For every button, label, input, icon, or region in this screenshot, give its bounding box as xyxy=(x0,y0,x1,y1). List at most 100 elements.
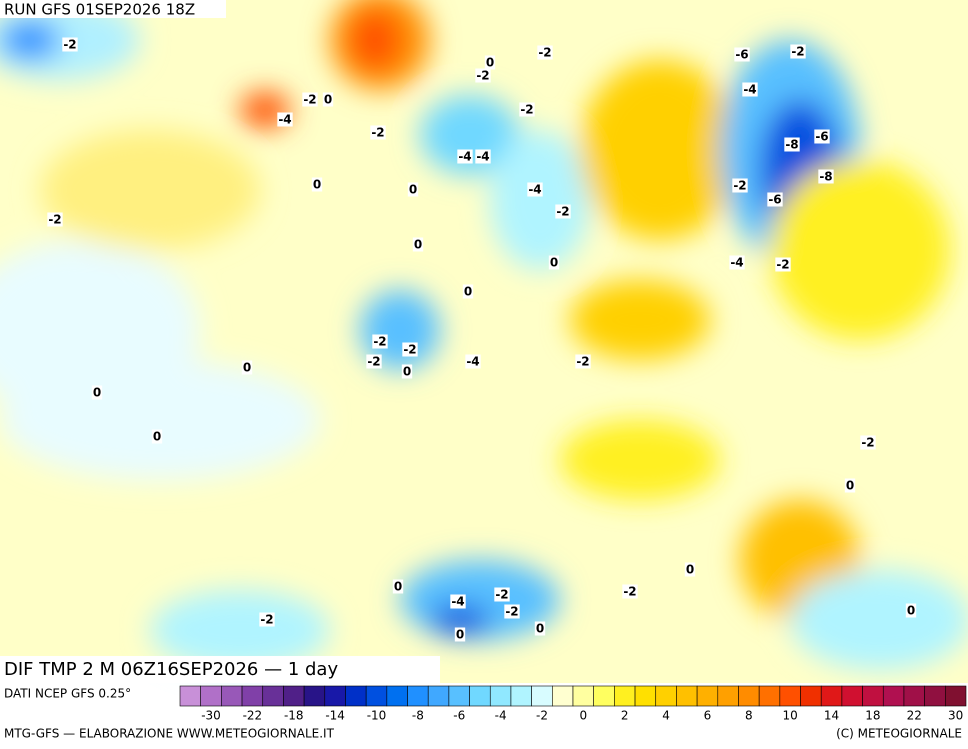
colorbar-tick-label: 22 xyxy=(907,709,922,723)
contour-label: -8 xyxy=(819,170,832,184)
source-label: DATI NCEP GFS 0.25° xyxy=(4,687,131,701)
color-swatch xyxy=(283,685,305,707)
contour-label: 0 xyxy=(550,256,558,270)
contour-label-bg xyxy=(475,68,491,83)
contour-label-bg xyxy=(734,47,750,62)
contour-label-bg xyxy=(527,182,543,197)
contour-label: -2 xyxy=(367,355,380,369)
contour-label: 0 xyxy=(846,479,854,493)
title-box xyxy=(0,656,440,683)
contour-label-bg xyxy=(462,284,474,299)
contour-label-bg xyxy=(775,257,791,272)
color-swatch xyxy=(634,685,657,707)
map-title: DIF TMP 2 M 06Z16SEP2026 — 1 day xyxy=(4,659,338,680)
contour-label: 0 xyxy=(394,580,402,594)
contour-label-bg xyxy=(401,364,413,379)
contour-label: -2 xyxy=(403,343,416,357)
color-swatch xyxy=(820,685,843,707)
contour-label: -4 xyxy=(528,183,541,197)
contour-label: -4 xyxy=(730,256,743,270)
contour-label: -2 xyxy=(576,355,589,369)
contour-label-bg xyxy=(484,55,496,70)
contour-label-bg xyxy=(519,102,535,117)
contour-label-bg xyxy=(454,627,466,642)
contour-label-bg xyxy=(622,584,638,599)
contour-label-bg xyxy=(277,112,293,127)
contour-label: 0 xyxy=(243,361,251,375)
color-swatch xyxy=(924,685,946,707)
contour-label-bg xyxy=(402,342,418,357)
colorbar-tick-label: -2 xyxy=(536,709,548,723)
color-swatch xyxy=(448,685,470,707)
contour-label-bg xyxy=(322,92,334,107)
color-swatch xyxy=(655,685,677,707)
color-swatch xyxy=(572,685,594,707)
color-swatch xyxy=(800,685,822,707)
contour-label: -2 xyxy=(556,205,569,219)
color-swatch xyxy=(345,685,367,707)
color-swatch xyxy=(386,685,408,707)
contour-label-bg xyxy=(457,149,473,164)
contour-label-bg xyxy=(729,255,745,270)
color-swatch xyxy=(779,685,801,707)
contour-label-bg xyxy=(311,177,323,192)
contour-label: 0 xyxy=(313,178,321,192)
contour-label: -2 xyxy=(495,588,508,602)
color-swatch xyxy=(882,685,905,707)
colorbar-tick-label: -22 xyxy=(243,709,263,723)
contour-label: -6 xyxy=(815,130,828,144)
colorbar-tick-label: -18 xyxy=(284,709,304,723)
contour-label: -2 xyxy=(538,46,551,60)
contour-label: -4 xyxy=(743,83,756,97)
contour-label: -6 xyxy=(735,48,748,62)
color-swatch xyxy=(676,685,698,707)
color-swatch xyxy=(510,685,532,707)
contour-label-bg xyxy=(366,354,382,369)
contour-label: 0 xyxy=(907,604,915,618)
contour-labels: -2-2-20-4-2-4 -4-2-20-6 -2-4-8-8-6-2-6-4 -2… xyxy=(47,37,917,642)
contour-label-bg xyxy=(742,82,758,97)
color-swatch xyxy=(324,685,346,707)
color-swatch xyxy=(862,685,884,707)
contour-label: -2 xyxy=(623,585,636,599)
contour-label-bg xyxy=(537,45,553,60)
color-swatch xyxy=(427,685,450,707)
map: RUN GFS 01SEP2026 18Z DIF TMP 2 M 06Z16S… xyxy=(0,0,968,683)
color-swatch xyxy=(738,685,760,707)
colorbar-tick-label: -6 xyxy=(453,709,465,723)
contour-label-bg xyxy=(259,612,275,627)
color-swatch xyxy=(717,685,739,707)
contour-label-bg xyxy=(534,621,546,636)
contour-label: -4 xyxy=(451,595,464,609)
colorbar-tick-label: 18 xyxy=(865,709,880,723)
color-swatch xyxy=(593,685,615,707)
contour-label: 0 xyxy=(324,93,332,107)
contour-label: -2 xyxy=(373,335,386,349)
contour-label: -2 xyxy=(776,258,789,272)
contour-label: -2 xyxy=(520,103,533,117)
contour-label: -2 xyxy=(505,605,518,619)
color-swatch xyxy=(241,685,264,707)
contour-label: 0 xyxy=(153,430,161,444)
color-swatch xyxy=(531,685,553,707)
color-swatch xyxy=(903,685,925,707)
colorbar-tick-label: -4 xyxy=(495,709,507,723)
contour-label-bg xyxy=(372,334,388,349)
contour-label: -2 xyxy=(260,613,273,627)
color-swatch xyxy=(469,685,491,707)
contour-label-bg xyxy=(575,354,591,369)
contour-label-bg xyxy=(844,478,856,493)
colorbar-tick-label: 8 xyxy=(745,709,753,723)
footer-left: MTG-GFS — ELABORAZIONE WWW.METEOGIORNALE… xyxy=(4,727,335,741)
color-swatch xyxy=(552,685,574,707)
contour-label-bg xyxy=(814,129,830,144)
colorbar-tick-label: -30 xyxy=(201,709,221,723)
contour-label-bg xyxy=(47,212,63,227)
contour-label: 0 xyxy=(536,622,544,636)
contour-label: -6 xyxy=(768,193,781,207)
contour-label: -4 xyxy=(466,355,479,369)
colorbar-tick-label: 2 xyxy=(621,709,629,723)
contour-label: -2 xyxy=(791,45,804,59)
run-box xyxy=(0,0,226,18)
